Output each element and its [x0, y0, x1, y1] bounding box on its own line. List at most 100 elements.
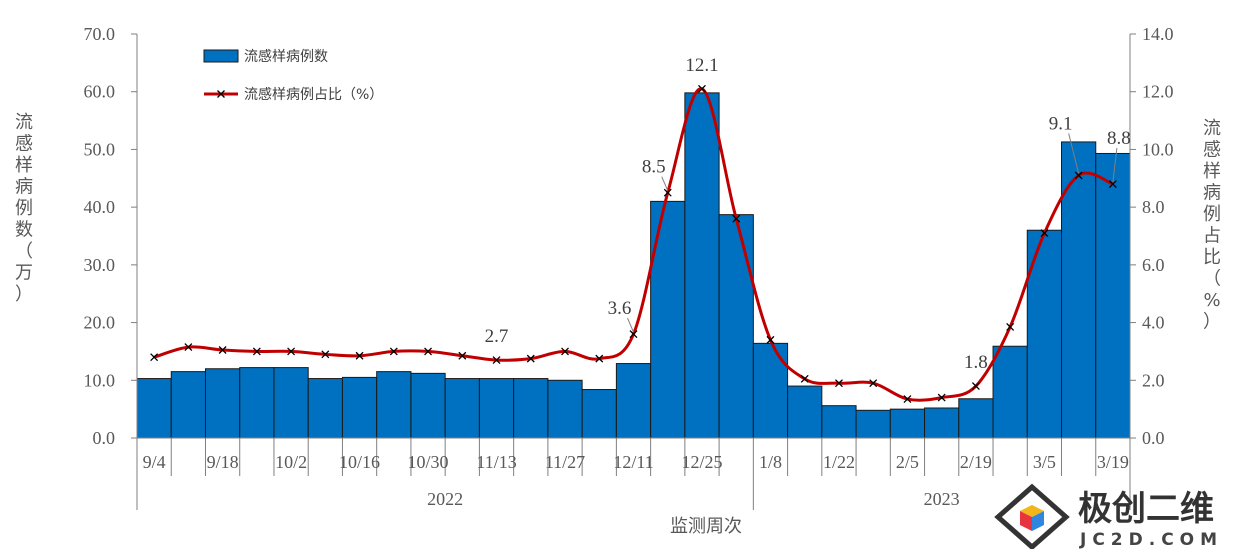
y2-axis-title-char: 例 [1203, 204, 1221, 225]
bar [170, 371, 206, 439]
logo-diamond [994, 483, 1070, 549]
watermark-domain: JC2D.COM [1079, 530, 1223, 549]
y2-axis-title: 流感样病例占比（%） [1203, 118, 1221, 333]
y-tick-label: 10.0 [84, 370, 116, 390]
bar [1061, 141, 1097, 439]
x-tick-label: 3/19 [1097, 452, 1129, 472]
bar [855, 409, 891, 439]
line-point [937, 393, 946, 402]
bar [821, 405, 857, 439]
data-label: 2.7 [485, 326, 509, 347]
line-series [150, 84, 1117, 404]
bar [615, 363, 652, 439]
data-labels: 2.7 3.6 8.5 12.1 1.8 9.1 8.8 [485, 55, 1131, 373]
y2-tick-label: 2.0 [1142, 370, 1165, 390]
line-point [766, 335, 775, 344]
line-point [1108, 180, 1117, 189]
x-tick-label: 3/5 [1033, 452, 1056, 472]
bar [752, 342, 789, 439]
bar [204, 368, 241, 439]
bar [547, 379, 583, 439]
x-axis-title: 监测周次 [670, 516, 742, 537]
y2-tick-label: 10.0 [1142, 139, 1174, 159]
line-point [355, 351, 364, 360]
y2-axis-title-char: ） [1203, 312, 1221, 333]
bar [478, 378, 515, 439]
line-point [869, 379, 878, 388]
line-point [1006, 322, 1015, 331]
line-point [629, 330, 638, 339]
y2-axis-title-char: 病 [1203, 183, 1221, 204]
axes: 0.0 10.0 20.0 30.0 40.0 50.0 60.0 70.0 0.0 2.0 4.0… [84, 24, 1174, 510]
bar [444, 378, 480, 439]
line-point [184, 343, 193, 352]
bar [718, 214, 754, 439]
bar [376, 371, 412, 439]
line-point [252, 347, 261, 356]
data-label: 9.1 [1049, 113, 1073, 134]
legend-bar-swatch [203, 49, 239, 63]
data-label: 8.8 [1107, 128, 1131, 149]
y-tick-label: 30.0 [84, 255, 116, 275]
logo-cube-right [1032, 511, 1044, 531]
legend-line-label: 流感样病例占比（%） [244, 86, 383, 103]
line-point [389, 347, 398, 356]
line-point [903, 395, 912, 404]
data-label: 1.8 [964, 352, 988, 373]
y-axis-title-char: ） [15, 284, 33, 305]
data-label-leader [661, 176, 669, 191]
line-point [526, 354, 535, 363]
y2-tick-label: 0.0 [1142, 428, 1165, 448]
line-point [218, 346, 227, 354]
y-tick-label: 50.0 [84, 139, 116, 159]
y2-axis-title-char: （ [1203, 269, 1221, 290]
data-label: 8.5 [642, 157, 666, 178]
legend-line-marker [217, 90, 225, 98]
axis-titles: 流感样病例数（万）流感样病例占比（%）监测周次 [15, 112, 1221, 537]
data-label-leader [627, 317, 634, 333]
y2-axis-title-char: 感 [1203, 140, 1221, 161]
y-tick-label: 70.0 [84, 24, 116, 44]
x-tick-label: 9/4 [143, 452, 166, 472]
bar [684, 92, 720, 439]
x-tick-label: 11/27 [545, 452, 585, 472]
line-point [732, 214, 741, 223]
y2-tick-label: 8.0 [1142, 197, 1165, 217]
bar [1095, 152, 1131, 439]
line-point [1040, 229, 1049, 238]
bar [136, 378, 172, 439]
x-tick-label: 2/5 [896, 452, 919, 472]
line-point [698, 84, 706, 93]
line-point [458, 351, 467, 360]
y2-tick-label: 4.0 [1142, 313, 1165, 333]
line-point [150, 353, 159, 362]
x-tick-label: 1/22 [823, 452, 855, 472]
y-axis-title-char: 数 [15, 220, 33, 241]
line-point [663, 188, 672, 197]
bar [924, 407, 960, 439]
y-tick-label: 0.0 [93, 428, 116, 448]
bar [307, 378, 343, 439]
data-label: 12.1 [685, 55, 718, 76]
x-tick-label: 10/16 [339, 452, 380, 472]
line-point [424, 347, 433, 356]
y2-axis-title-char: 比 [1203, 247, 1221, 268]
x-tick-label: 10/2 [275, 452, 307, 472]
bar [992, 345, 1028, 439]
y-axis-title-char: 万 [15, 263, 33, 284]
line-point [561, 347, 569, 356]
bar [787, 385, 823, 439]
x-tick-label: 1/8 [759, 452, 782, 472]
line-point [492, 356, 501, 365]
logo-cube-left [1020, 511, 1032, 531]
y2-axis-title-char: % [1203, 290, 1220, 311]
bar [889, 408, 926, 439]
line-point [321, 350, 330, 359]
y2-tick-label: 6.0 [1142, 255, 1165, 275]
y-axis-title-char: 样 [15, 155, 33, 176]
year-label: 2022 [427, 489, 463, 509]
line-point [1074, 171, 1083, 180]
bar [341, 376, 378, 439]
